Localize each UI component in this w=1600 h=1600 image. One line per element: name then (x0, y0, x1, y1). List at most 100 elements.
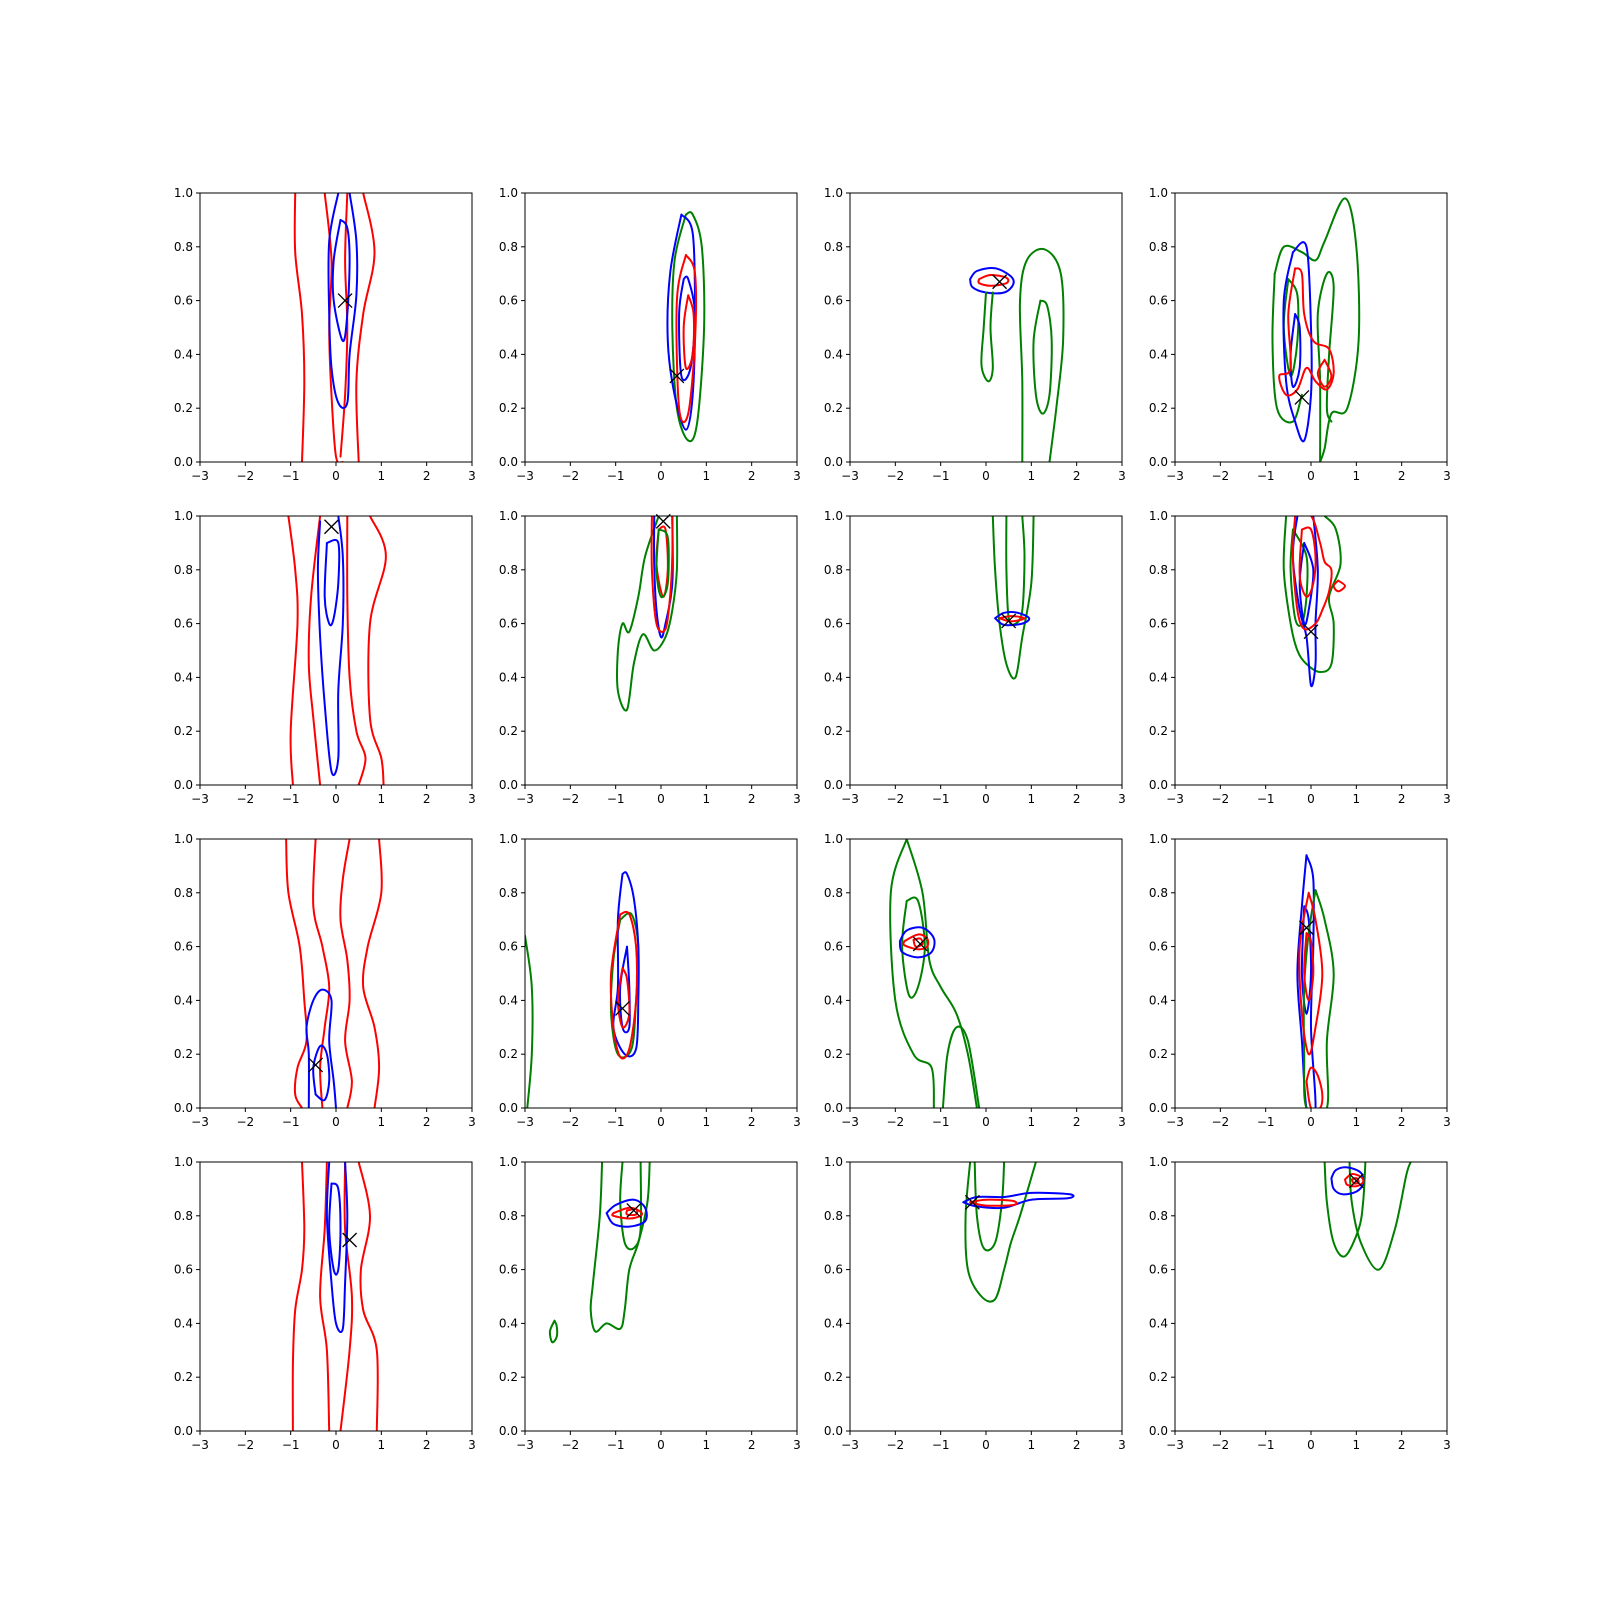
y-tick-label: 0.4 (499, 670, 518, 684)
x-tick-label: −2 (886, 469, 904, 483)
contour-group (548, 1162, 651, 1344)
y-tick-label: 0.2 (824, 1047, 843, 1061)
green-contour (1289, 528, 1309, 627)
y-tick-label: 0.8 (824, 1209, 843, 1223)
x-tick-label: −3 (191, 1438, 209, 1452)
green-contour (1018, 247, 1065, 462)
red-contour (367, 516, 387, 785)
x-tick-label: 2 (1073, 469, 1081, 483)
x-tick-label: −3 (1166, 469, 1184, 483)
blue-contour (969, 267, 1015, 295)
red-contour (307, 516, 322, 785)
green-contour (525, 934, 534, 1108)
y-tick-label: 0.6 (499, 617, 518, 631)
y-tick-label: 0.8 (824, 240, 843, 254)
y-tick-label: 0.4 (824, 1316, 843, 1330)
y-tick-label: 0.4 (499, 1316, 518, 1330)
green-contour (616, 516, 679, 712)
blue-contour (305, 988, 337, 1108)
x-marker (912, 936, 928, 952)
x-tick-label: 2 (748, 1438, 756, 1452)
x-tick-label: −2 (886, 1438, 904, 1452)
x-tick-label: 0 (1307, 1438, 1315, 1452)
y-tick-label: 0.8 (1149, 886, 1168, 900)
y-tick-label: 1.0 (824, 186, 843, 200)
panel-r3-c3: −3 −2 −1 0 1 2 3 0.0 0.2 0.4 0.6 0.8 1.0 (824, 832, 1126, 1129)
blue-contour (653, 516, 674, 639)
y-tick-label: 0.2 (1149, 401, 1168, 415)
x-marker (992, 274, 1008, 290)
y-tick-label: 0.4 (499, 993, 518, 1007)
green-contour (1323, 1162, 1367, 1258)
x-tick-label: 2 (1398, 792, 1406, 806)
y-tick-label: 0.6 (1149, 294, 1168, 308)
x-marker (308, 1057, 324, 1073)
contour-group (666, 211, 706, 443)
axes-frame (199, 1161, 473, 1432)
panel-r3-c2: −3 −2 −1 0 1 2 3 0.0 0.2 0.4 0.6 0.8 1.0 (499, 832, 801, 1129)
x-tick-label: 1 (1353, 792, 1361, 806)
x-tick-label: 2 (1398, 1115, 1406, 1129)
y-tick-label: 0.2 (824, 1370, 843, 1384)
blue-contour (325, 1162, 349, 1334)
x-tick-label: 2 (423, 469, 431, 483)
x-tick-label: 1 (703, 1115, 711, 1129)
x-tick-label: −1 (282, 1115, 300, 1129)
x-tick-label: −1 (932, 469, 950, 483)
y-tick-label: 0.6 (174, 940, 193, 954)
x-tick-label: 1 (378, 1115, 386, 1129)
y-tick-label: 0.0 (1149, 1424, 1168, 1438)
x-tick-label: −3 (841, 1438, 859, 1452)
y-tick-label: 0.0 (499, 1101, 518, 1115)
x-tick-label: −3 (191, 1115, 209, 1129)
red-contour (609, 910, 638, 1060)
y-tick-label: 0.8 (824, 886, 843, 900)
y-tick-label: 0.8 (174, 240, 193, 254)
x-tick-label: 3 (1443, 1438, 1451, 1452)
axes-frame (199, 838, 473, 1109)
x-tick-label: −2 (1211, 1438, 1229, 1452)
x-tick-label: −3 (841, 1115, 859, 1129)
y-tick-label: 1.0 (824, 1155, 843, 1169)
red-contour (902, 933, 930, 951)
contour-group (1296, 854, 1335, 1108)
y-tick-label: 0.2 (1149, 1047, 1168, 1061)
axes-frame (1174, 515, 1448, 786)
x-tick-label: −2 (561, 792, 579, 806)
x-tick-label: 3 (1443, 792, 1451, 806)
y-tick-label: 0.0 (824, 1424, 843, 1438)
contour-group (525, 871, 640, 1108)
y-tick-label: 0.2 (824, 401, 843, 415)
x-tick-label: 0 (657, 469, 665, 483)
y-tick-label: 0.4 (824, 670, 843, 684)
x-tick-label: 1 (1028, 792, 1036, 806)
y-tick-label: 0.6 (499, 940, 518, 954)
y-tick-label: 0.6 (824, 617, 843, 631)
x-tick-label: 2 (748, 1115, 756, 1129)
panel-r3-c4: −3 −2 −1 0 1 2 3 0.0 0.2 0.4 0.6 0.8 1.0 (1149, 832, 1451, 1129)
x-tick-label: −2 (561, 469, 579, 483)
y-tick-label: 0.4 (174, 347, 193, 361)
x-tick-label: 1 (1028, 1115, 1036, 1129)
x-tick-label: −1 (1257, 469, 1275, 483)
panel-r1-c4: −3 −2 −1 0 1 2 3 0.0 0.2 0.4 0.6 0.8 1.0 (1149, 186, 1451, 483)
x-tick-label: 2 (423, 1115, 431, 1129)
red-contour (616, 967, 631, 1029)
y-tick-label: 0.4 (174, 1316, 193, 1330)
y-tick-label: 0.2 (174, 401, 193, 415)
x-tick-label: −2 (1211, 469, 1229, 483)
axes-frame (199, 515, 473, 786)
x-marker (1348, 1173, 1364, 1189)
y-tick-label: 0.8 (499, 563, 518, 577)
x-marker (342, 1232, 358, 1248)
red-contour (1332, 579, 1346, 593)
x-tick-label: 2 (1073, 792, 1081, 806)
contour-group (1323, 1162, 1412, 1271)
x-tick-label: 0 (982, 1438, 990, 1452)
x-tick-label: −1 (1257, 1115, 1275, 1129)
y-tick-label: 0.6 (174, 617, 193, 631)
y-tick-label: 0.8 (824, 563, 843, 577)
x-tick-label: −1 (1257, 1438, 1275, 1452)
y-tick-label: 1.0 (824, 509, 843, 523)
red-contour (339, 839, 353, 1108)
